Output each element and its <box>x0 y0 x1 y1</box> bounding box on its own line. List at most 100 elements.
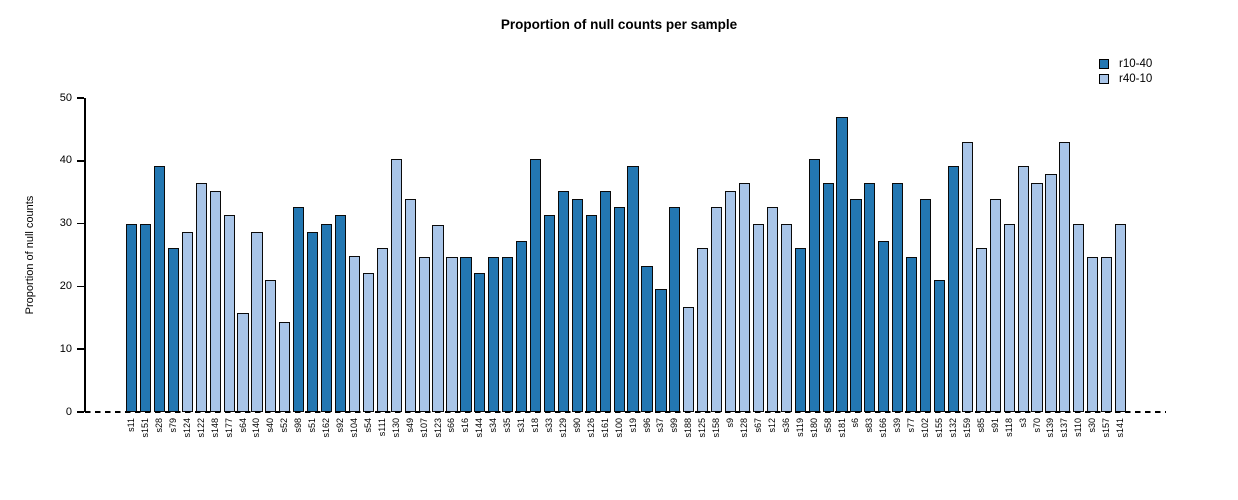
bar-s107 <box>418 256 430 412</box>
y-tick-label: 50 <box>59 91 72 104</box>
y-tick <box>77 222 84 225</box>
x-tick-label: s35 <box>502 418 513 433</box>
x-tick-label: s79 <box>167 418 178 433</box>
x-tick-label: s141 <box>1115 418 1126 438</box>
x-tick-label: s155 <box>934 418 945 438</box>
bar-s39 <box>892 182 904 412</box>
x-tick-label: s151 <box>140 418 151 438</box>
chart-title: Proportion of null counts per sample <box>500 17 738 32</box>
bar-s77 <box>906 256 918 412</box>
x-tick-label: s11 <box>126 418 137 432</box>
x-tick-label: s125 <box>697 418 708 438</box>
bar-s51 <box>307 231 319 412</box>
x-tick-label: s188 <box>683 418 694 438</box>
bar-s102 <box>920 199 932 412</box>
bar-s35 <box>502 256 514 412</box>
bar-s181 <box>836 117 848 412</box>
bar-s67 <box>752 224 765 412</box>
bar-s28 <box>153 165 166 412</box>
x-tick-label: s157 <box>1101 418 1112 438</box>
legend: r10-40 r40-10 <box>1099 56 1152 86</box>
bar-s49 <box>404 199 416 412</box>
bar-s9 <box>724 190 737 412</box>
bar-s90 <box>571 199 583 412</box>
legend-label: r10-40 <box>1119 57 1153 70</box>
bar-s58 <box>822 182 834 412</box>
x-tick-label: s30 <box>1087 418 1098 433</box>
x-tick-label: s96 <box>641 418 652 433</box>
y-tick <box>77 348 84 350</box>
bar-s139 <box>1045 174 1057 412</box>
x-tick-label: s166 <box>878 418 889 438</box>
x-tick-label: s128 <box>739 418 750 438</box>
bar-s158 <box>711 207 723 412</box>
bar-s11 <box>126 224 138 412</box>
zero-baseline <box>85 411 1166 413</box>
x-tick-label: s51 <box>307 418 318 433</box>
x-tick-label: s40 <box>265 418 276 433</box>
x-tick-label: s98 <box>293 418 304 433</box>
y-tick-label: 0 <box>65 405 72 418</box>
x-tick-label: s110 <box>1073 418 1084 437</box>
x-tick-label: s19 <box>627 418 638 433</box>
x-tick-label: s39 <box>892 418 903 433</box>
x-tick-label: s100 <box>613 418 624 438</box>
bar-s6 <box>850 199 862 412</box>
x-tick-label: s177 <box>223 418 234 438</box>
bar-s3 <box>1017 165 1029 412</box>
x-tick-label: s3 <box>1017 418 1028 428</box>
y-tick-label: 20 <box>59 279 72 292</box>
bar-s122 <box>195 182 207 412</box>
x-tick-label: s91 <box>989 418 1000 433</box>
bar-s141 <box>1115 224 1127 412</box>
bar-s54 <box>362 273 374 412</box>
bar-s96 <box>641 265 653 412</box>
x-tick-label: s37 <box>655 418 666 433</box>
y-axis-title-text: Proportion of null counts <box>24 195 36 315</box>
bar-s34 <box>488 256 500 412</box>
x-tick-label: s83 <box>864 418 875 433</box>
x-tick-label: s54 <box>362 418 373 433</box>
x-tick-label: s36 <box>780 418 791 433</box>
x-tick-label: s52 <box>279 418 290 433</box>
bar-s119 <box>794 248 806 412</box>
x-tick-label: s99 <box>669 418 680 433</box>
x-tick-label: s92 <box>335 418 346 433</box>
x-tick-label: s49 <box>404 418 415 433</box>
bar-s85 <box>975 248 987 412</box>
bar-s137 <box>1059 141 1071 412</box>
x-tick-label: s111 <box>376 418 387 437</box>
bar-s99 <box>669 207 681 412</box>
bar-s126 <box>585 214 597 412</box>
x-tick-label: s18 <box>530 418 541 433</box>
x-tick-label: s181 <box>836 418 847 438</box>
x-tick-label: s77 <box>906 418 917 433</box>
legend-label: r40-10 <box>1119 72 1153 85</box>
x-tick-label: s31 <box>516 418 527 433</box>
bar-s151 <box>139 224 152 412</box>
y-tick <box>77 97 84 99</box>
bar-s129 <box>557 190 570 412</box>
x-tick-label: s159 <box>961 418 972 438</box>
bar-s79 <box>167 248 179 412</box>
bar-s37 <box>655 288 667 412</box>
x-tick-label: s158 <box>711 418 722 438</box>
legend-swatch <box>1099 73 1109 84</box>
bar-s148 <box>209 190 221 412</box>
bar-s180 <box>808 158 820 412</box>
bar-s159 <box>961 141 973 412</box>
bar-s157 <box>1101 256 1113 412</box>
bar-s36 <box>780 224 792 412</box>
bar-s100 <box>613 207 625 412</box>
x-tick-label: s70 <box>1031 418 1042 433</box>
bar-s91 <box>989 199 1001 412</box>
bar-s118 <box>1003 224 1015 412</box>
x-tick-label: s66 <box>446 418 457 433</box>
y-tick <box>77 160 84 162</box>
x-tick-label: s58 <box>822 418 833 433</box>
x-tick-label: s107 <box>418 418 429 438</box>
x-tick-label: s34 <box>488 418 499 433</box>
bar-s31 <box>516 240 528 412</box>
y-axis-line <box>84 98 86 412</box>
x-tick-label: s64 <box>237 418 248 433</box>
